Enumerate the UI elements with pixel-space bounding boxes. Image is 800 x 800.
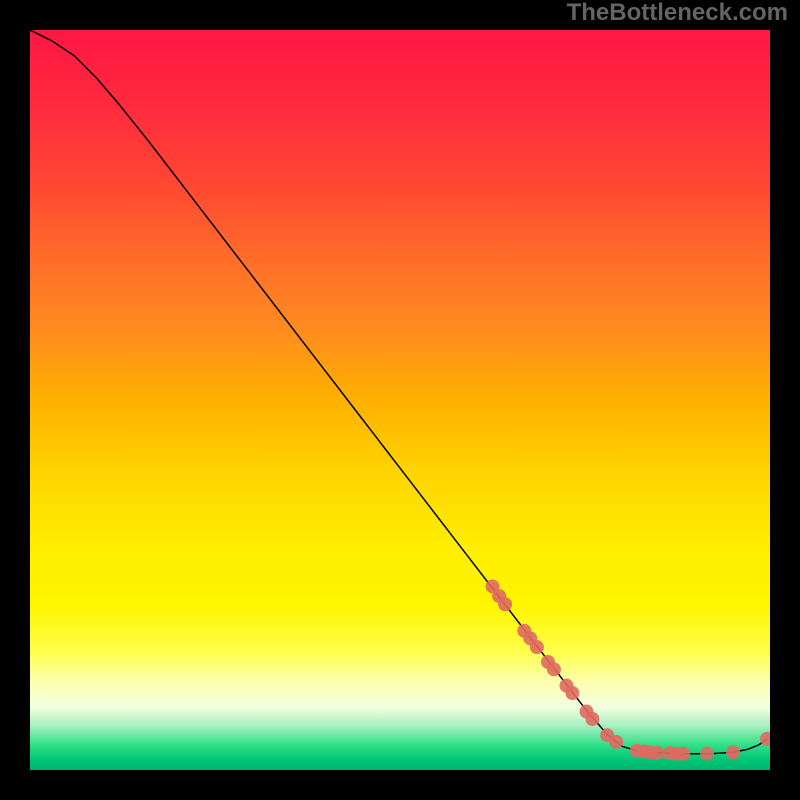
data-marker xyxy=(530,640,544,654)
data-marker xyxy=(726,745,740,759)
data-marker xyxy=(651,746,665,760)
data-marker xyxy=(700,747,714,761)
data-marker xyxy=(676,747,690,761)
data-marker xyxy=(498,597,512,611)
data-marker xyxy=(565,686,579,700)
data-marker xyxy=(547,662,561,676)
data-marker xyxy=(609,735,623,749)
data-marker xyxy=(585,712,599,726)
plot-area xyxy=(30,30,770,770)
watermark-text: TheBottleneck.com xyxy=(567,0,788,26)
chart-svg xyxy=(30,30,770,770)
background-rect xyxy=(30,30,770,770)
chart-stage: TheBottleneck.com xyxy=(0,0,800,800)
